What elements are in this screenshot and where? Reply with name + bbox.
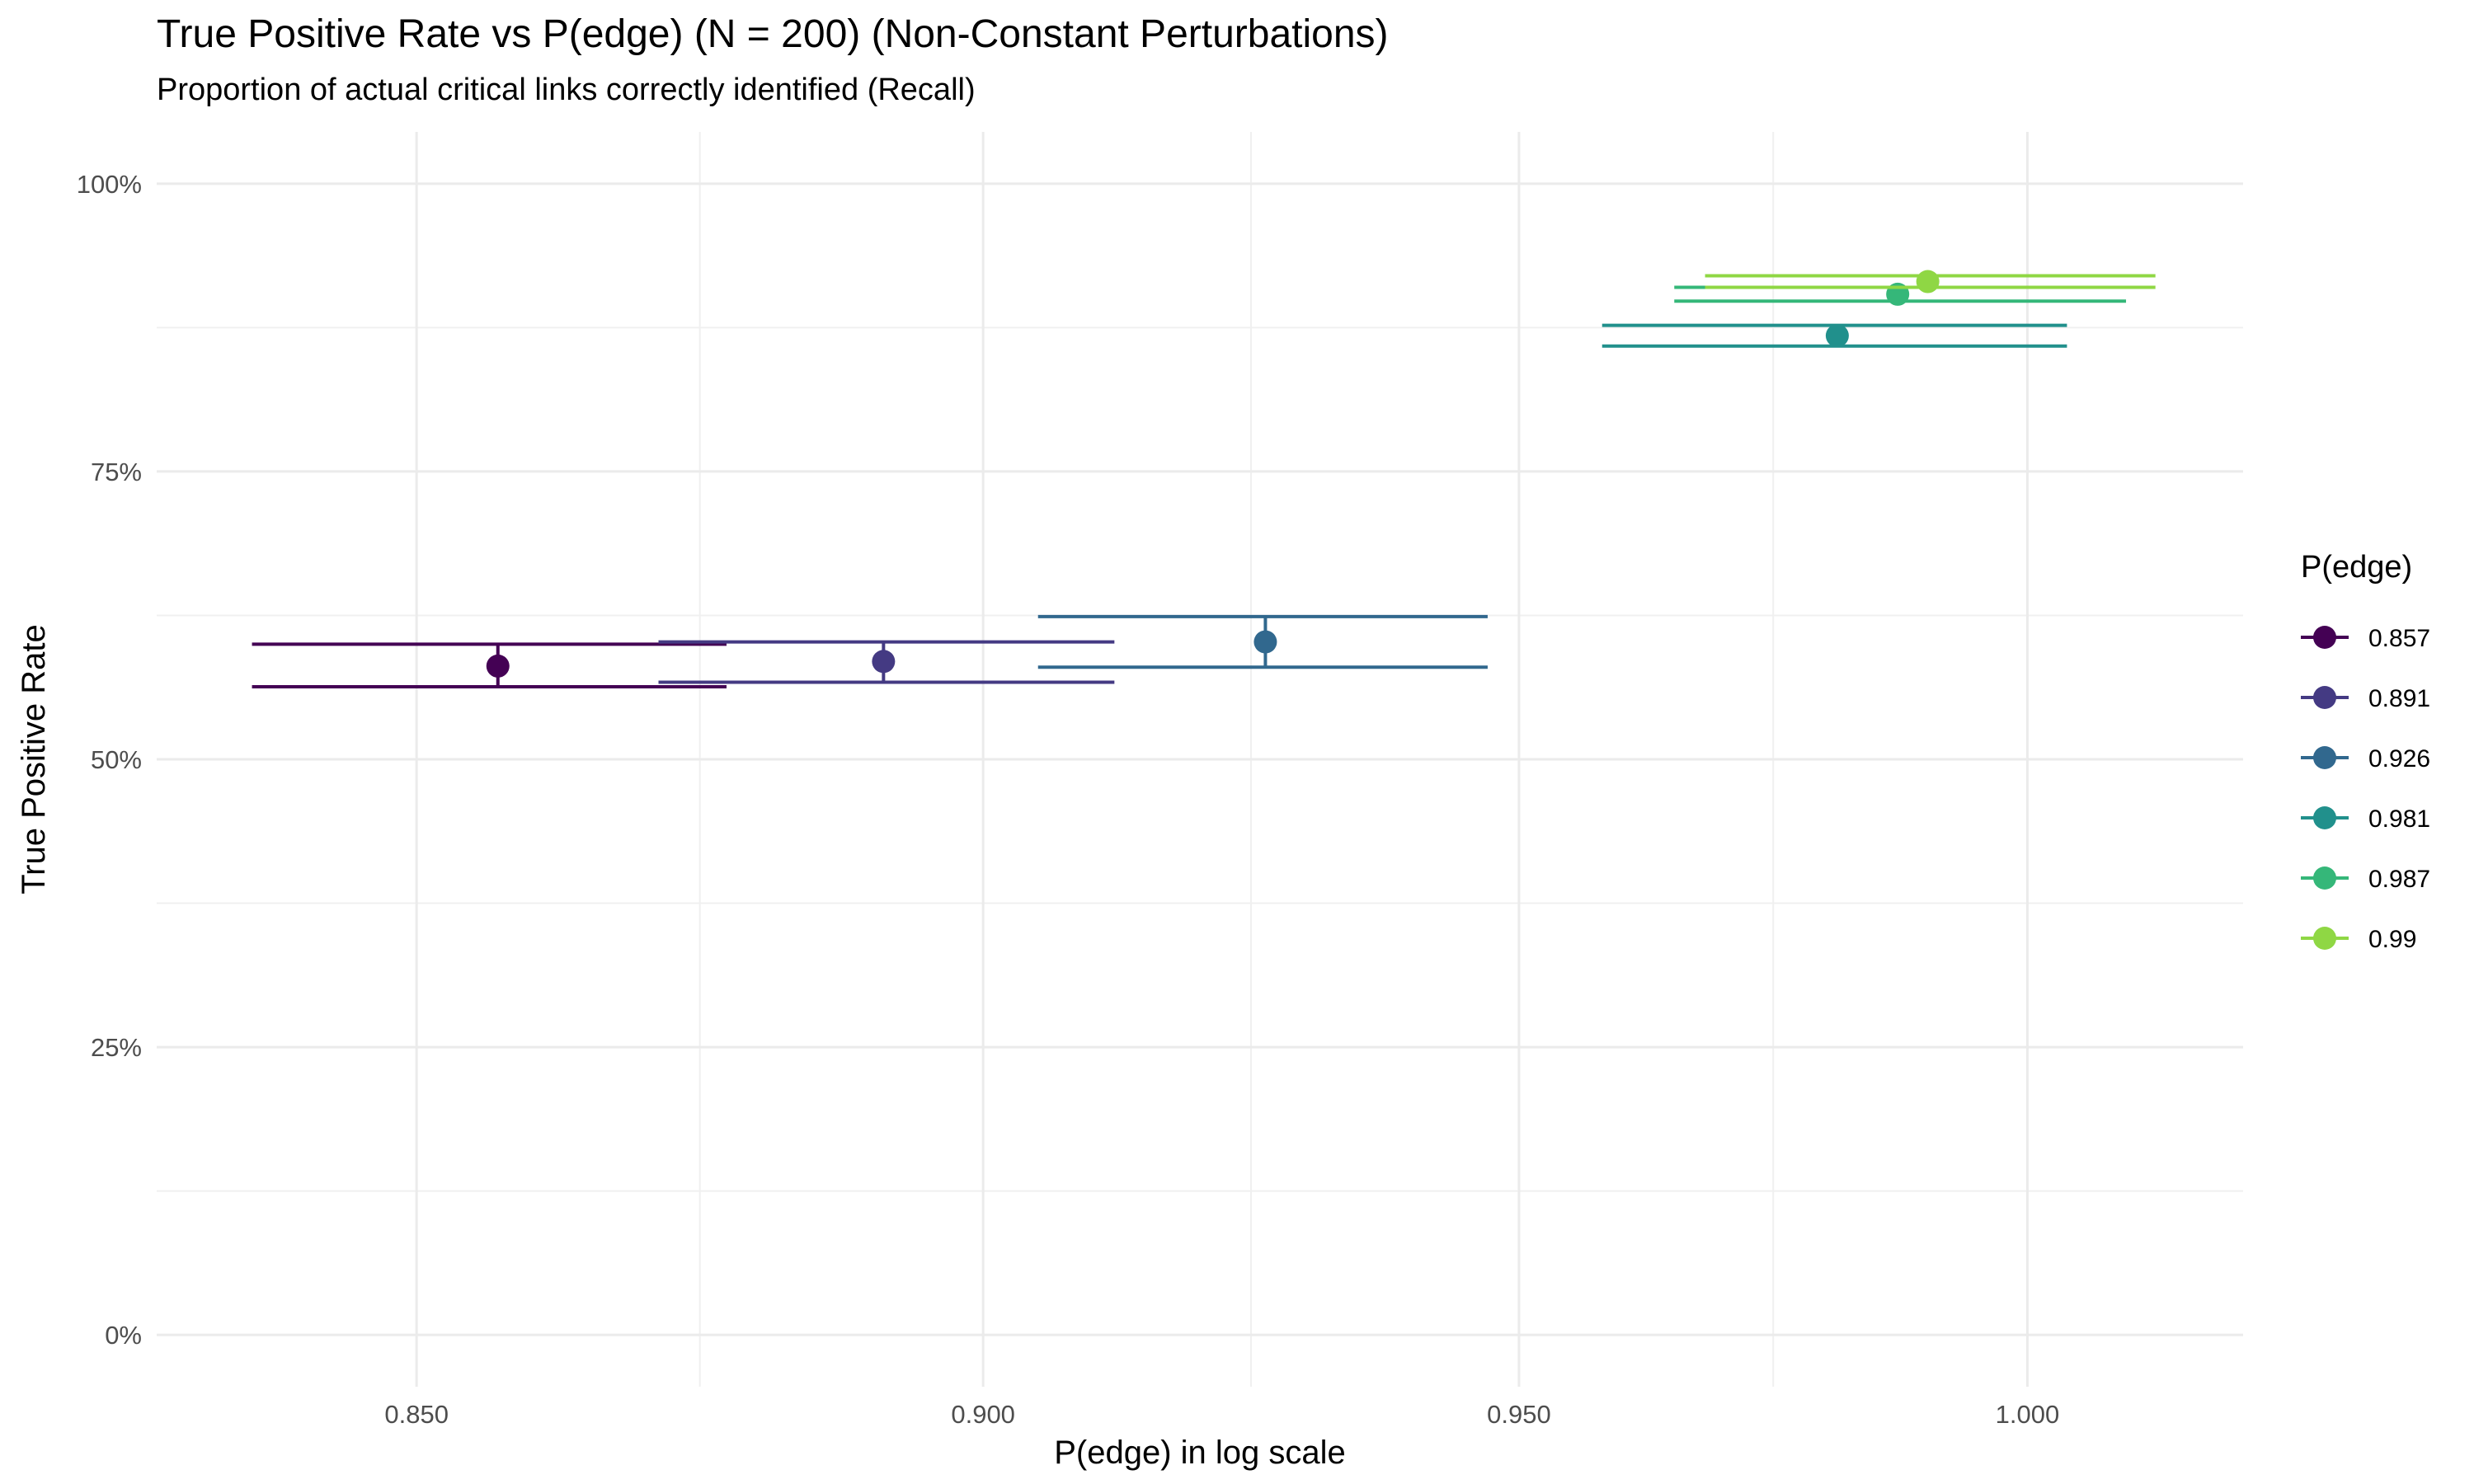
series-0.99 [1705, 270, 2156, 294]
x-tick-label: 0.950 [1487, 1400, 1551, 1429]
y-tick-label: 25% [91, 1033, 142, 1062]
y-tick-label: 0% [105, 1321, 142, 1350]
legend-label: 0.987 [2368, 866, 2430, 893]
grid-layer [157, 132, 2243, 1387]
axis-layer: 0% 25% 50% 75% 100% 0.850 0.900 0.950 1.000 [77, 170, 2060, 1429]
chart-title: True Positive Rate vs P(edge) (N = 200) … [157, 12, 1389, 56]
series-0.891 [658, 640, 1115, 684]
legend-label: 0.926 [2368, 745, 2430, 773]
series-0.981 [1602, 323, 2067, 348]
y-tick-label: 50% [91, 745, 142, 774]
legend-item: 0.891 [2301, 685, 2430, 712]
legend-label: 0.857 [2368, 625, 2430, 652]
legend-label: 0.981 [2368, 805, 2430, 833]
data-point [872, 650, 896, 674]
legend-label: 0.891 [2368, 685, 2430, 712]
legend-item: 0.857 [2301, 625, 2430, 652]
data-point [1825, 324, 1849, 348]
marks-layer [252, 270, 2156, 689]
legend-title: P(edge) [2301, 550, 2412, 585]
chart-subtitle: Proportion of actual critical links corr… [157, 73, 976, 107]
y-tick-label: 75% [91, 458, 142, 486]
legend-key-point [2313, 806, 2336, 829]
y-tick-label: 100% [77, 170, 142, 199]
series-0.926 [1037, 614, 1488, 669]
legend-item: 0.981 [2301, 805, 2430, 833]
x-tick-label: 0.900 [951, 1400, 1015, 1429]
legend: P(edge) 0.857 0.891 0.926 0.981 0.987 0.99 [2301, 550, 2430, 953]
legend-item: 0.926 [2301, 745, 2430, 773]
legend-item: 0.99 [2301, 926, 2416, 953]
legend-key-point [2313, 626, 2336, 649]
legend-key-point [2313, 686, 2336, 709]
x-axis-title: P(edge) in log scale [1054, 1435, 1346, 1471]
x-tick-label: 1.000 [1996, 1400, 2060, 1429]
legend-key-point [2313, 927, 2336, 950]
x-tick-label: 0.850 [384, 1400, 449, 1429]
legend-label: 0.99 [2368, 926, 2416, 953]
data-point [486, 654, 510, 678]
y-axis-title: True Positive Rate [16, 624, 52, 895]
data-point [1253, 630, 1277, 654]
legend-item: 0.987 [2301, 866, 2430, 893]
data-point [1916, 270, 1940, 294]
legend-key-point [2313, 866, 2336, 890]
legend-key-point [2313, 746, 2336, 769]
series-0.857 [252, 642, 727, 689]
